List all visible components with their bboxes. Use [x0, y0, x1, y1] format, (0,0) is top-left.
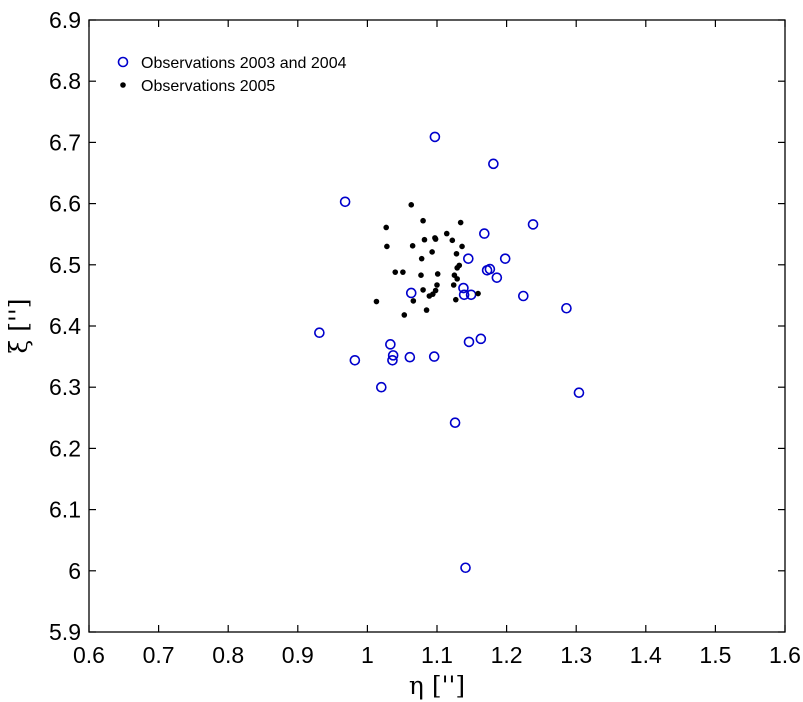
data-point-filled-dot: [454, 265, 460, 271]
data-point-filled-dot: [454, 276, 460, 282]
data-point-open-circle: [463, 253, 474, 264]
data-point-filled-dot: [449, 237, 456, 244]
data-point-filled-dot: [421, 236, 428, 243]
data-point-open-circle: [458, 282, 469, 294]
data-point-open-circle: [458, 289, 470, 301]
y-tick-label: 6.5: [49, 252, 81, 278]
x-tick-label: 0.6: [73, 642, 105, 668]
y-tick-label: 6.2: [49, 435, 81, 461]
data-point-open-circle: [385, 339, 396, 350]
data-point-filled-dot: [410, 298, 417, 304]
data-point-filled-dot: [392, 269, 399, 275]
legend: Observations 2003 and 2004 Observations …: [117, 55, 347, 95]
y-tick-label: 6.4: [49, 313, 81, 339]
data-point-filled-dot: [401, 312, 408, 318]
legend-entry-2003-2004: Observations 2003 and 2004: [141, 55, 347, 72]
data-point-open-circle: [463, 336, 475, 348]
data-point-open-circle: [518, 290, 529, 302]
data-point-filled-dot: [452, 296, 459, 303]
data-point-filled-dot: [420, 287, 426, 293]
data-point-filled-dot: [409, 243, 416, 249]
data-point-filled-dot: [408, 202, 415, 208]
x-tick-label: 1.4: [630, 642, 662, 668]
data-point-filled-dot: [420, 217, 426, 224]
x-tick-label: 0.8: [212, 642, 244, 668]
data-point-open-circle: [387, 354, 398, 366]
data-point-open-circle: [488, 158, 499, 170]
data-point-filled-dot: [384, 243, 390, 250]
data-point-filled-dot: [434, 271, 441, 277]
data-point-open-circle: [405, 287, 417, 299]
data-point-open-circle: [484, 263, 496, 275]
data-point-open-circle: [349, 354, 361, 366]
data-point-filled-dot: [429, 249, 435, 255]
data-point-filled-dot: [453, 250, 460, 257]
data-point-filled-dot: [459, 243, 465, 250]
data-point-filled-dot: [418, 272, 424, 279]
data-point-filled-dot: [450, 282, 457, 288]
data-point-open-circle: [491, 272, 503, 283]
data-point-open-circle: [527, 219, 539, 230]
data-point-open-circle: [475, 333, 487, 345]
x-tick-label: 1.1: [421, 642, 453, 668]
data-point-filled-dot: [423, 307, 430, 313]
legend-marker-open-circle: [117, 56, 129, 68]
y-tick-label: 6.3: [49, 374, 81, 400]
data-point-open-circle: [460, 562, 471, 574]
data-point-filled-dot: [430, 291, 436, 297]
y-tick-label: 6.1: [49, 497, 81, 523]
data-point-filled-dot: [400, 269, 406, 275]
x-axis-label: η ['']: [409, 671, 465, 700]
y-axis: 5.9 6 6.1 6.2 6.3 6.4 6.5 6.6 6.7 6.8 6.9: [49, 7, 785, 645]
data-point-open-circle: [387, 350, 399, 361]
legend-marker-filled-dot: [120, 82, 126, 88]
data-point-open-circle: [449, 417, 461, 428]
y-tick-label: 6: [68, 558, 81, 584]
legend-entry-2005: Observations 2005: [141, 78, 275, 95]
y-tick-label: 6.7: [49, 129, 81, 155]
data-point-open-circle: [479, 228, 490, 239]
y-tick-label: 6.6: [49, 191, 81, 217]
data-point-open-circle: [404, 351, 416, 363]
y-tick-label: 6.9: [49, 7, 81, 33]
data-point-open-circle: [499, 253, 511, 264]
data-point-filled-dot: [457, 219, 464, 226]
data-point-open-circle: [429, 131, 441, 143]
data-points: [314, 131, 585, 574]
x-tick-label: 1.3: [560, 642, 592, 668]
data-point-filled-dot: [434, 282, 440, 288]
data-point-filled-dot: [432, 236, 439, 242]
data-point-open-circle: [339, 196, 351, 208]
data-point-open-circle: [573, 387, 585, 399]
x-tick-label: 0.7: [143, 642, 175, 668]
data-point-open-circle: [561, 302, 572, 314]
data-point-open-circle: [428, 351, 440, 362]
y-axis-label: ξ ['']: [4, 299, 33, 354]
y-tick-label: 6.8: [49, 68, 81, 94]
data-point-filled-dot: [418, 255, 425, 262]
x-tick-label: 1.2: [491, 642, 523, 668]
x-tick-label: 1.5: [699, 642, 731, 668]
x-axis: 0.6 0.7 0.8 0.9 1 1.1 1.2 1.3 1.4 1.5 1.6: [73, 20, 801, 668]
data-point-open-circle: [314, 327, 325, 339]
x-tick-label: 0.9: [282, 642, 314, 668]
y-tick-label: 5.9: [49, 619, 81, 645]
data-point-filled-dot: [443, 230, 450, 237]
data-point-filled-dot: [383, 224, 389, 231]
x-tick-label: 1.6: [769, 642, 801, 668]
x-tick-label: 1: [361, 642, 374, 668]
data-point-filled-dot: [373, 298, 380, 305]
data-point-open-circle: [376, 381, 387, 393]
data-point-filled-dot: [475, 290, 481, 297]
